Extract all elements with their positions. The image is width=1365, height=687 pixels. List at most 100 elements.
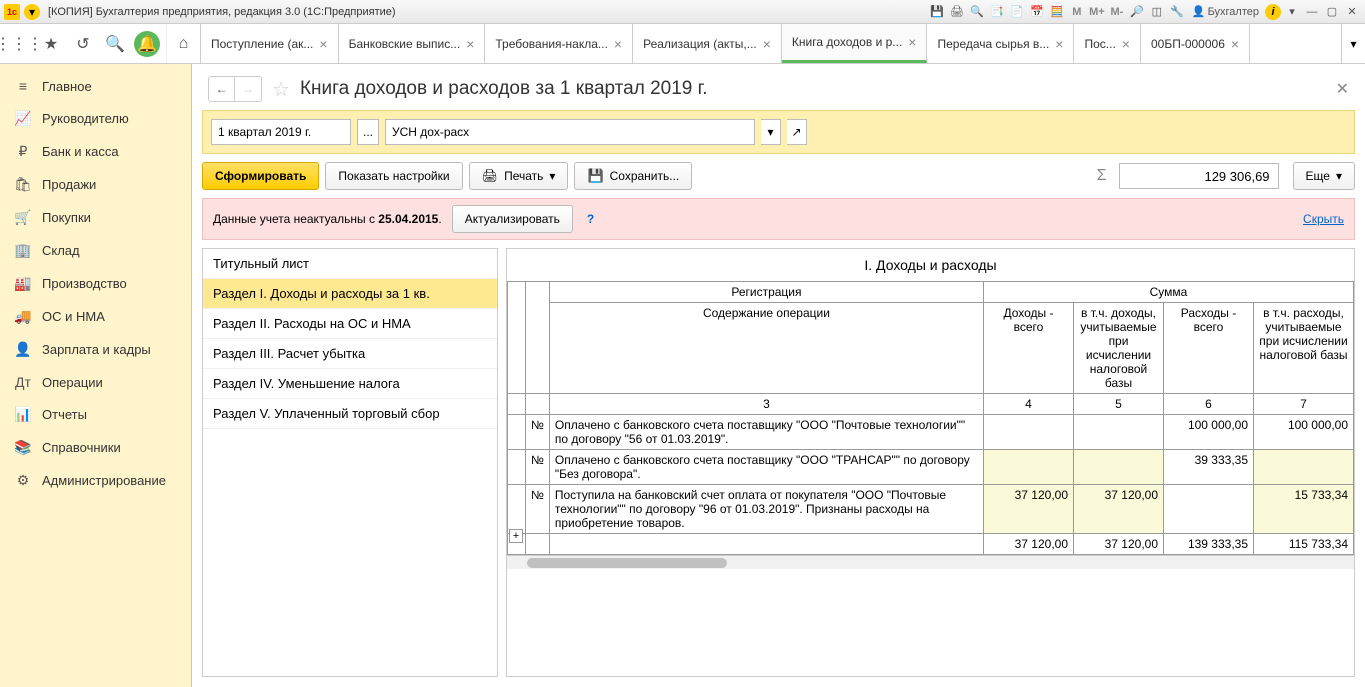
period-picker-button[interactable]: ... xyxy=(357,119,379,145)
section-item[interactable]: Раздел III. Расчет убытка xyxy=(203,339,497,369)
sidebar-item[interactable]: 📊 Отчеты xyxy=(0,398,191,431)
minimize-icon[interactable]: — xyxy=(1303,3,1321,21)
back-button[interactable]: ← xyxy=(209,77,235,101)
page-title: Книга доходов и расходов за 1 квартал 20… xyxy=(300,78,708,100)
help-icon[interactable]: ? xyxy=(587,212,594,226)
zoom-icon[interactable]: 🔎 xyxy=(1128,3,1146,21)
sidebar-item[interactable]: ≡Главное xyxy=(0,70,191,102)
nav-label: Отчеты xyxy=(42,407,87,422)
table-row[interactable]: №Оплачено с банковского счета поставщику… xyxy=(508,415,1354,450)
sidebar-item[interactable]: 🏭 Производство xyxy=(0,267,191,300)
close-icon[interactable]: ✕ xyxy=(1343,3,1361,21)
period-input[interactable]: 1 квартал 2019 г. xyxy=(211,119,351,145)
page-header: ← → ☆ Книга доходов и расходов за 1 квар… xyxy=(192,64,1365,110)
nav-icon: 🏭 xyxy=(14,275,32,292)
info-dd-icon[interactable]: ▾ xyxy=(1283,3,1301,21)
page-close-icon[interactable]: ✕ xyxy=(1336,79,1349,99)
notify-icon[interactable]: 🔔 xyxy=(134,31,160,57)
section-item[interactable]: Раздел V. Уплаченный торговый сбор xyxy=(203,399,497,429)
search-icon[interactable]: 🔍 xyxy=(102,31,128,57)
section-item[interactable]: Титульный лист xyxy=(203,249,497,279)
save-icon[interactable]: 💾 xyxy=(928,3,946,21)
tab[interactable]: Книга доходов и р...× xyxy=(782,24,928,63)
tax-type-dropdown[interactable]: ▾ xyxy=(761,119,781,145)
info-icon[interactable]: i xyxy=(1265,4,1281,20)
tab-close-icon[interactable]: × xyxy=(1122,36,1130,52)
tab[interactable]: Реализация (акты,...× xyxy=(633,24,782,63)
maximize-icon[interactable]: ▢ xyxy=(1323,3,1341,21)
sidebar: ≡Главное📈Руководителю₽Банк и касса🛍Прода… xyxy=(0,64,192,687)
app-logo-icon: 1c xyxy=(4,4,20,20)
history-icon[interactable]: ↺ xyxy=(70,31,96,57)
sidebar-item[interactable]: ₽Банк и касса xyxy=(0,135,191,168)
actualize-button[interactable]: Актуализировать xyxy=(452,205,573,233)
tab-close-icon[interactable]: × xyxy=(614,36,622,52)
windows-icon[interactable]: ◫ xyxy=(1148,3,1166,21)
horizontal-scrollbar[interactable] xyxy=(507,555,1354,569)
window-title: [КОПИЯ] Бухгалтерия предприятия, редакци… xyxy=(48,6,396,18)
m-icon[interactable]: M xyxy=(1068,3,1086,21)
disk-icon: 💾 xyxy=(587,168,603,184)
tab-close-icon[interactable]: × xyxy=(763,36,771,52)
star-icon[interactable]: ★ xyxy=(38,31,64,57)
nav-icon: 📊 xyxy=(14,406,32,423)
tab-label: 00БП-000006 xyxy=(1151,37,1225,51)
sidebar-item[interactable]: 📚Справочники xyxy=(0,431,191,464)
section-item[interactable]: Раздел I. Доходы и расходы за 1 кв. xyxy=(203,279,497,309)
table-row[interactable]: №Оплачено с банковского счета поставщику… xyxy=(508,450,1354,485)
params-bar: 1 квартал 2019 г. ... УСН дох-расх ▾ ↗ xyxy=(202,110,1355,154)
generate-button[interactable]: Сформировать xyxy=(202,162,319,190)
sidebar-item[interactable]: 📈Руководителю xyxy=(0,102,191,135)
tax-type-input[interactable]: УСН дох-расх xyxy=(385,119,755,145)
user-label[interactable]: 👤 Бухгалтер xyxy=(1188,5,1263,18)
expand-button[interactable]: + xyxy=(509,529,523,543)
tab[interactable]: Пос...× xyxy=(1074,24,1141,63)
more-button[interactable]: Еще ▾ xyxy=(1293,162,1355,190)
report-area[interactable]: I. Доходы и расходы Регистрация Сумма Со… xyxy=(506,248,1355,677)
calc-icon[interactable]: 🧮 xyxy=(1048,3,1066,21)
tab-bar: ⋮⋮⋮ ★ ↺ 🔍 🔔 ⌂ Поступление (ак...×Банковс… xyxy=(0,24,1365,64)
table-row[interactable]: №Поступила на банковский счет оплата от … xyxy=(508,485,1354,534)
save-button[interactable]: 💾Сохранить... xyxy=(574,162,692,190)
forward-button[interactable]: → xyxy=(235,77,261,101)
nav-label: ОС и НМА xyxy=(42,309,105,324)
show-settings-button[interactable]: Показать настройки xyxy=(325,162,462,190)
sidebar-item[interactable]: 🏢Склад xyxy=(0,234,191,267)
tab-close-icon[interactable]: × xyxy=(1231,36,1239,52)
sidebar-item[interactable]: ⚙Администрирование xyxy=(0,464,191,497)
sidebar-item[interactable]: 🚚ОС и НМА xyxy=(0,300,191,333)
hide-link[interactable]: Скрыть xyxy=(1303,212,1344,226)
tab-close-icon[interactable]: × xyxy=(908,34,916,50)
favorite-icon[interactable]: ☆ xyxy=(272,77,290,102)
dropdown-icon[interactable]: ▾ xyxy=(24,4,40,20)
print-icon[interactable]: 🖨 xyxy=(948,3,966,21)
sidebar-item[interactable]: 🛒Покупки xyxy=(0,201,191,234)
print-button[interactable]: 🖨Печать▾ xyxy=(469,162,569,190)
nav-label: Производство xyxy=(42,276,127,291)
sidebar-item[interactable]: ДтОперации xyxy=(0,366,191,398)
compare-icon[interactable]: 📑 xyxy=(988,3,1006,21)
tax-type-open-button[interactable]: ↗ xyxy=(787,119,807,145)
tab[interactable]: Требования-накла...× xyxy=(485,24,633,63)
mminus-icon[interactable]: M- xyxy=(1108,3,1126,21)
home-icon[interactable]: ⌂ xyxy=(167,24,201,63)
mplus-icon[interactable]: M+ xyxy=(1088,3,1106,21)
tab-close-icon[interactable]: × xyxy=(466,36,474,52)
section-item[interactable]: Раздел II. Расходы на ОС и НМА xyxy=(203,309,497,339)
tab-label: Поступление (ак... xyxy=(211,37,313,51)
tabs-more-icon[interactable]: ▾ xyxy=(1341,24,1365,63)
tab-close-icon[interactable]: × xyxy=(319,36,327,52)
apps-icon[interactable]: ⋮⋮⋮ xyxy=(6,31,32,57)
section-item[interactable]: Раздел IV. Уменьшение налога xyxy=(203,369,497,399)
doc-icon[interactable]: 📄 xyxy=(1008,3,1026,21)
tab[interactable]: Банковские выпис...× xyxy=(339,24,486,63)
tools-icon[interactable]: 🔧 xyxy=(1168,3,1186,21)
calendar-icon[interactable]: 📅 xyxy=(1028,3,1046,21)
tab[interactable]: Передача сырья в...× xyxy=(927,24,1074,63)
preview-icon[interactable]: 🔍 xyxy=(968,3,986,21)
tab[interactable]: Поступление (ак... × xyxy=(201,24,339,63)
tab[interactable]: 00БП-000006 × xyxy=(1141,24,1250,63)
tab-close-icon[interactable]: × xyxy=(1055,36,1063,52)
sidebar-item[interactable]: 🛍Продажи xyxy=(0,168,191,201)
sidebar-item[interactable]: 👤Зарплата и кадры xyxy=(0,333,191,366)
